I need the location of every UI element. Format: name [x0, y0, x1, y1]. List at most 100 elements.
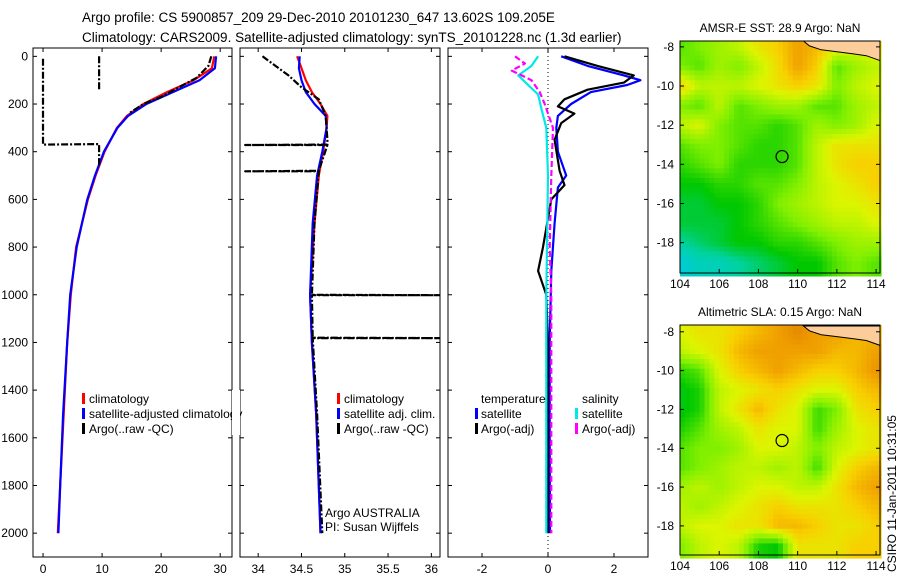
map-cell	[827, 499, 833, 506]
map-cell	[704, 143, 710, 150]
map-cell	[807, 212, 813, 218]
map-cell	[684, 446, 691, 452]
map-cell	[861, 354, 867, 360]
map-cell	[876, 470, 882, 477]
map-cell	[827, 138, 833, 145]
map-cell	[694, 485, 701, 491]
map-cell	[836, 499, 843, 506]
map-cell	[866, 543, 872, 549]
map-cell	[778, 465, 784, 472]
map-cell	[812, 241, 818, 248]
map-cell	[748, 187, 755, 194]
map-cell	[748, 222, 755, 228]
map-cell	[738, 436, 745, 443]
map-cell	[704, 354, 710, 360]
map-cell	[753, 85, 759, 91]
map-cell	[738, 538, 745, 544]
map-cell	[709, 528, 715, 535]
map-cell	[680, 104, 686, 111]
map-cell	[763, 446, 769, 452]
map-cell	[851, 344, 858, 350]
map-cell	[714, 363, 720, 370]
map-cell	[680, 485, 686, 491]
map-cell	[733, 271, 740, 277]
map-cell	[782, 138, 789, 145]
map-cell	[787, 266, 794, 272]
map-cell	[802, 119, 808, 125]
map-cell	[753, 368, 759, 375]
map-cell	[689, 334, 696, 341]
map-cell	[797, 344, 804, 350]
map-cell	[709, 89, 715, 96]
map-cell	[832, 446, 838, 452]
map-cell	[738, 173, 745, 179]
map-cell	[871, 222, 877, 228]
map-cell	[689, 431, 696, 438]
map-cell	[807, 192, 813, 199]
map-cell	[812, 138, 818, 145]
map-cell	[832, 266, 838, 272]
map-cell	[866, 533, 872, 540]
map-cell	[807, 543, 813, 549]
map-cell	[724, 271, 730, 277]
map-cell	[704, 553, 710, 559]
map-cell	[680, 368, 686, 375]
map-cell	[689, 129, 696, 135]
map-cell	[822, 104, 828, 111]
map-cell	[836, 504, 843, 510]
map-cell	[812, 217, 818, 223]
map-cell	[792, 543, 799, 549]
map-cell	[787, 460, 794, 467]
map-cell	[680, 359, 686, 365]
map-cell	[851, 407, 858, 413]
map-cell	[699, 490, 706, 496]
map-cell	[694, 114, 701, 120]
map-cell	[768, 422, 774, 428]
map-cell	[817, 426, 823, 433]
map-cell	[866, 485, 872, 491]
map-cell	[778, 65, 784, 71]
map-cell	[714, 251, 720, 257]
map-cell	[822, 158, 828, 164]
map-cell	[773, 104, 779, 111]
map-cell	[704, 45, 710, 52]
map-cell	[787, 256, 794, 262]
map-cell	[719, 231, 725, 238]
map-cell	[822, 334, 828, 341]
map-cell	[802, 207, 808, 213]
map-cell	[846, 241, 853, 248]
map-cell	[782, 446, 789, 452]
map-cell	[876, 490, 882, 496]
map-cell	[773, 388, 779, 394]
y-tick-label: -18	[657, 236, 675, 250]
map-cell	[773, 412, 779, 418]
map-cell	[856, 163, 862, 169]
map-cell	[856, 499, 862, 506]
map-cell	[787, 143, 794, 150]
map-cell	[807, 246, 813, 253]
map-cell	[773, 60, 779, 67]
map-cell	[724, 363, 730, 370]
map-cell	[704, 41, 710, 47]
map-cell	[729, 465, 735, 472]
map-cell	[699, 363, 706, 370]
map-cell	[802, 397, 808, 404]
map-cell	[802, 109, 808, 115]
map-cell	[738, 114, 745, 120]
map-cell	[753, 251, 759, 257]
map-cell	[787, 543, 794, 549]
map-cell	[704, 271, 710, 277]
map-cell	[714, 460, 720, 467]
map-cell	[680, 60, 686, 67]
map-cell	[856, 553, 862, 559]
map-cell	[733, 392, 740, 399]
map-cell	[812, 533, 818, 540]
map-cell	[748, 148, 755, 155]
map-cell	[787, 153, 794, 160]
map-cell	[856, 236, 862, 243]
map-cell	[782, 392, 789, 399]
map-cell	[768, 490, 774, 496]
map-cell	[773, 509, 779, 515]
map-cell	[729, 99, 735, 106]
legend-clip	[232, 390, 240, 435]
